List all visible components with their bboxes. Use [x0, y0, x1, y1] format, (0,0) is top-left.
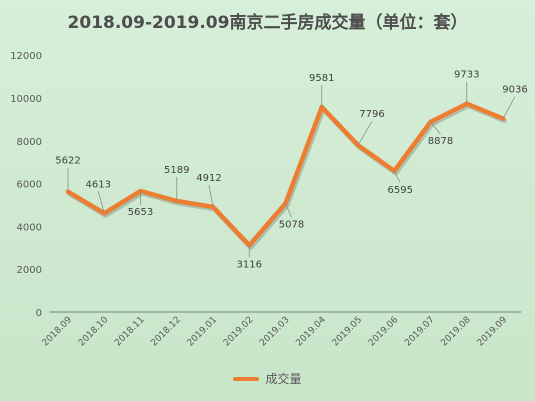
- data-label: 3116: [237, 259, 262, 270]
- y-tick-label: 10000: [10, 94, 42, 105]
- x-tick-label: 2019.06: [367, 315, 401, 349]
- data-label-leader: [393, 170, 401, 184]
- data-label: 4613: [86, 179, 111, 190]
- data-label: 6595: [388, 185, 413, 196]
- data-label: 5653: [128, 207, 153, 218]
- x-tick-label: 2019.07: [403, 315, 436, 348]
- x-tick-label: 2018.09: [41, 315, 75, 349]
- data-label: 4912: [196, 173, 221, 184]
- data-label: 5622: [55, 156, 80, 167]
- y-tick-label: 8000: [17, 137, 42, 148]
- y-tick-label: 12000: [10, 51, 42, 62]
- x-tick-label: 2019.09: [476, 315, 510, 349]
- data-label-leader: [502, 96, 516, 119]
- data-label-leader: [285, 203, 292, 218]
- data-label: 5189: [164, 165, 189, 176]
- data-label: 8878: [428, 136, 453, 147]
- y-tick-label: 2000: [17, 265, 42, 276]
- y-tick-label: 6000: [17, 180, 42, 191]
- data-label-leader: [208, 184, 214, 207]
- x-tick-label: 2019.01: [186, 315, 219, 348]
- data-label-leader: [430, 121, 441, 135]
- data-label-leader: [357, 120, 373, 146]
- x-tick-label: 2019.04: [294, 315, 328, 349]
- x-tick-label: 2018.10: [77, 315, 111, 349]
- chart-title: 2018.09-2019.09南京二手房成交量（单位：套）: [67, 13, 468, 33]
- data-label: 9581: [309, 73, 334, 84]
- data-label: 7796: [359, 109, 384, 120]
- legend-swatch: [233, 376, 260, 381]
- y-tick-label: 0: [36, 308, 42, 319]
- y-tick-label: 4000: [17, 222, 42, 233]
- x-tick-label: 2019.08: [439, 315, 473, 349]
- data-label-leader: [97, 191, 105, 214]
- x-tick-label: 2019.02: [222, 315, 255, 348]
- data-label: 5078: [279, 219, 304, 230]
- data-point: [500, 116, 506, 121]
- x-tick-label: 2019.03: [258, 315, 291, 348]
- legend-label: 成交量: [265, 372, 302, 386]
- legend: 成交量: [0, 370, 535, 387]
- data-label: 9733: [454, 70, 479, 81]
- x-tick-label: 2018.11: [113, 315, 146, 348]
- data-point: [464, 101, 469, 106]
- x-tick-label: 2019.05: [331, 315, 364, 348]
- data-label: 9036: [502, 85, 527, 96]
- x-tick-label: 2018.12: [149, 315, 182, 348]
